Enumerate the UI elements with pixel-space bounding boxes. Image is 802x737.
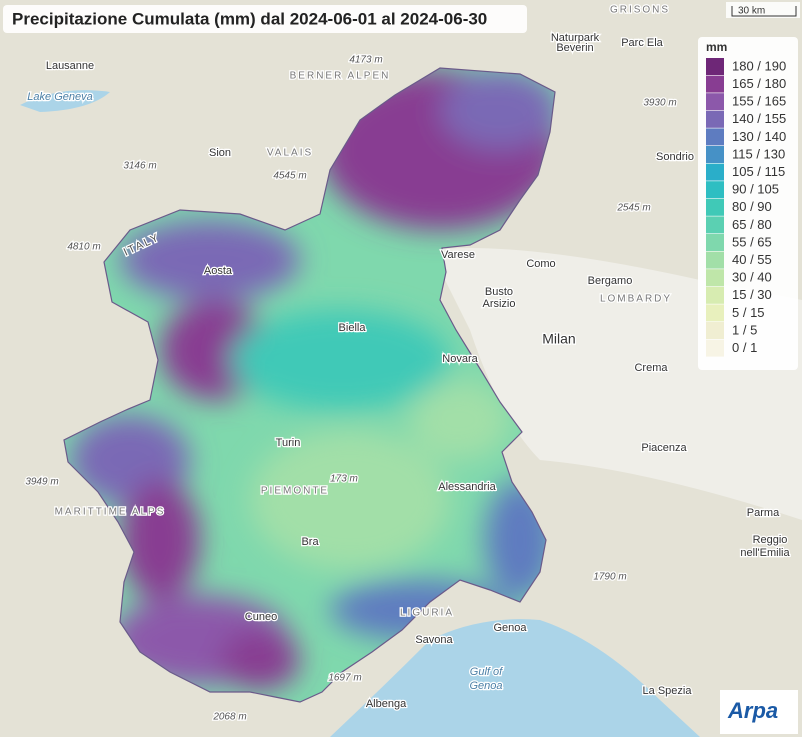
- place-label: Parc Ela: [621, 37, 663, 49]
- place-label: VALAIS: [267, 148, 313, 159]
- place-label: Bergamo: [588, 275, 633, 287]
- place-label: Gulf of: [470, 666, 503, 678]
- legend-swatch: [706, 128, 724, 146]
- legend-swatch: [706, 93, 724, 111]
- legend-swatch: [706, 286, 724, 304]
- legend-label: 15 / 30: [732, 287, 772, 302]
- legend-title: mm: [706, 40, 727, 54]
- place-label: 4810 m: [67, 242, 100, 253]
- legend-label: 90 / 105: [732, 182, 779, 197]
- lake: [20, 90, 110, 112]
- place-label: LIGURIA: [400, 608, 454, 619]
- logo: Arpa: [727, 698, 778, 723]
- legend-swatch: [706, 146, 724, 163]
- place-label: La Spezia: [643, 685, 693, 697]
- place-label: 3949 m: [25, 477, 58, 488]
- place-label: Busto: [485, 286, 513, 298]
- place-label: 4173 m: [349, 55, 382, 66]
- place-label: Novara: [442, 353, 478, 365]
- place-label: Bra: [301, 536, 319, 548]
- place-label: Piacenza: [641, 442, 687, 454]
- place-label: GRISONS: [610, 5, 670, 16]
- place-label: Alessandria: [438, 481, 496, 493]
- legend-swatch: [706, 234, 724, 251]
- place-labels: Lausanne Lake Geneva BERNER ALPEN 4173 m Sio…: [24, 3, 792, 724]
- place-label: 1790 m: [593, 572, 626, 583]
- place-label: 3930 m: [643, 98, 676, 109]
- title: Precipitazione Cumulata (mm) dal 2024-06…: [12, 9, 487, 28]
- place-label: Genoa: [469, 680, 502, 692]
- place-label: nell'Emilia: [740, 547, 790, 559]
- place-label: 173 m: [330, 474, 358, 485]
- place-label: Varese: [441, 249, 475, 261]
- place-label: Parma: [747, 507, 780, 519]
- place-label: PIEMONTE: [261, 486, 329, 497]
- place-label: Savona: [415, 634, 453, 646]
- place-label: Lausanne: [46, 60, 94, 72]
- legend-label: 65 / 80: [732, 217, 772, 232]
- place-label: Como: [526, 258, 555, 270]
- legend-label: 30 / 40: [732, 270, 772, 285]
- place-label: 1697 m: [328, 673, 361, 684]
- legend-swatch: [706, 339, 724, 357]
- legend-label: 5 / 15: [732, 305, 765, 320]
- legend-label: 130 / 140: [732, 129, 786, 144]
- legend-swatch: [706, 269, 724, 287]
- place-label: 4545 m: [273, 171, 306, 182]
- place-label: Sondrio: [656, 151, 694, 163]
- legend-label: 165 / 180: [732, 76, 786, 91]
- title-box: [3, 5, 527, 33]
- place-label: Crema: [634, 362, 668, 374]
- place-label: Genoa: [493, 622, 527, 634]
- legend-label: 0 / 1: [732, 340, 757, 355]
- legend-label: 115 / 130: [732, 146, 785, 161]
- legend-label: 1 / 5: [732, 322, 757, 337]
- place-label: 2068 m: [212, 712, 246, 723]
- legend-swatch: [706, 163, 724, 181]
- legend-swatch: [706, 322, 724, 339]
- place-label: Milan: [542, 331, 575, 347]
- place-label: Albenga: [366, 698, 407, 710]
- place-label: Naturpark: [551, 32, 600, 44]
- place-label: LOMBARDY: [600, 294, 672, 305]
- legend-label: 40 / 55: [732, 252, 772, 267]
- sea: [330, 619, 700, 737]
- legend-swatch: [706, 110, 724, 128]
- legend-swatch: [706, 251, 724, 269]
- place-label: BERNER ALPEN: [290, 71, 391, 82]
- legend-swatch: [706, 304, 724, 322]
- legend-swatch: [706, 75, 724, 93]
- legend-swatch: [706, 198, 724, 216]
- scale-bar: [731, 6, 797, 17]
- place-label: Sion: [209, 147, 231, 159]
- legend-swatch: [706, 58, 724, 75]
- place-label: 3146 m: [123, 161, 156, 172]
- logo-box: [720, 690, 798, 734]
- legend-label: 140 / 155: [732, 111, 786, 126]
- legend-label: 155 / 165: [732, 94, 786, 109]
- legend-label: 55 / 65: [732, 234, 772, 249]
- scale-box: [726, 2, 800, 18]
- legend-label: 180 / 190: [732, 58, 786, 73]
- place-label: Aosta: [204, 265, 233, 277]
- place-label: Reggio: [753, 534, 788, 546]
- legend: 180 / 190 165 / 180 155 / 165 140 / 155 130 …: [706, 58, 786, 357]
- place-label: Arsizio: [482, 298, 515, 310]
- place-label: Cuneo: [245, 611, 277, 623]
- place-label: Turin: [276, 437, 301, 449]
- scale-label: 30 km: [738, 6, 765, 17]
- legend-swatch: [706, 216, 724, 234]
- place-label: Lake Geneva: [27, 91, 92, 103]
- place-label: Biella: [339, 322, 367, 334]
- place-label: Beverin: [556, 42, 593, 54]
- legend-label: 80 / 90: [732, 199, 772, 214]
- place-label: 2545 m: [616, 203, 650, 214]
- legend-swatch: [706, 181, 724, 199]
- place-label: MARITTIME ALPS: [55, 507, 166, 518]
- legend-label: 105 / 115: [732, 164, 785, 179]
